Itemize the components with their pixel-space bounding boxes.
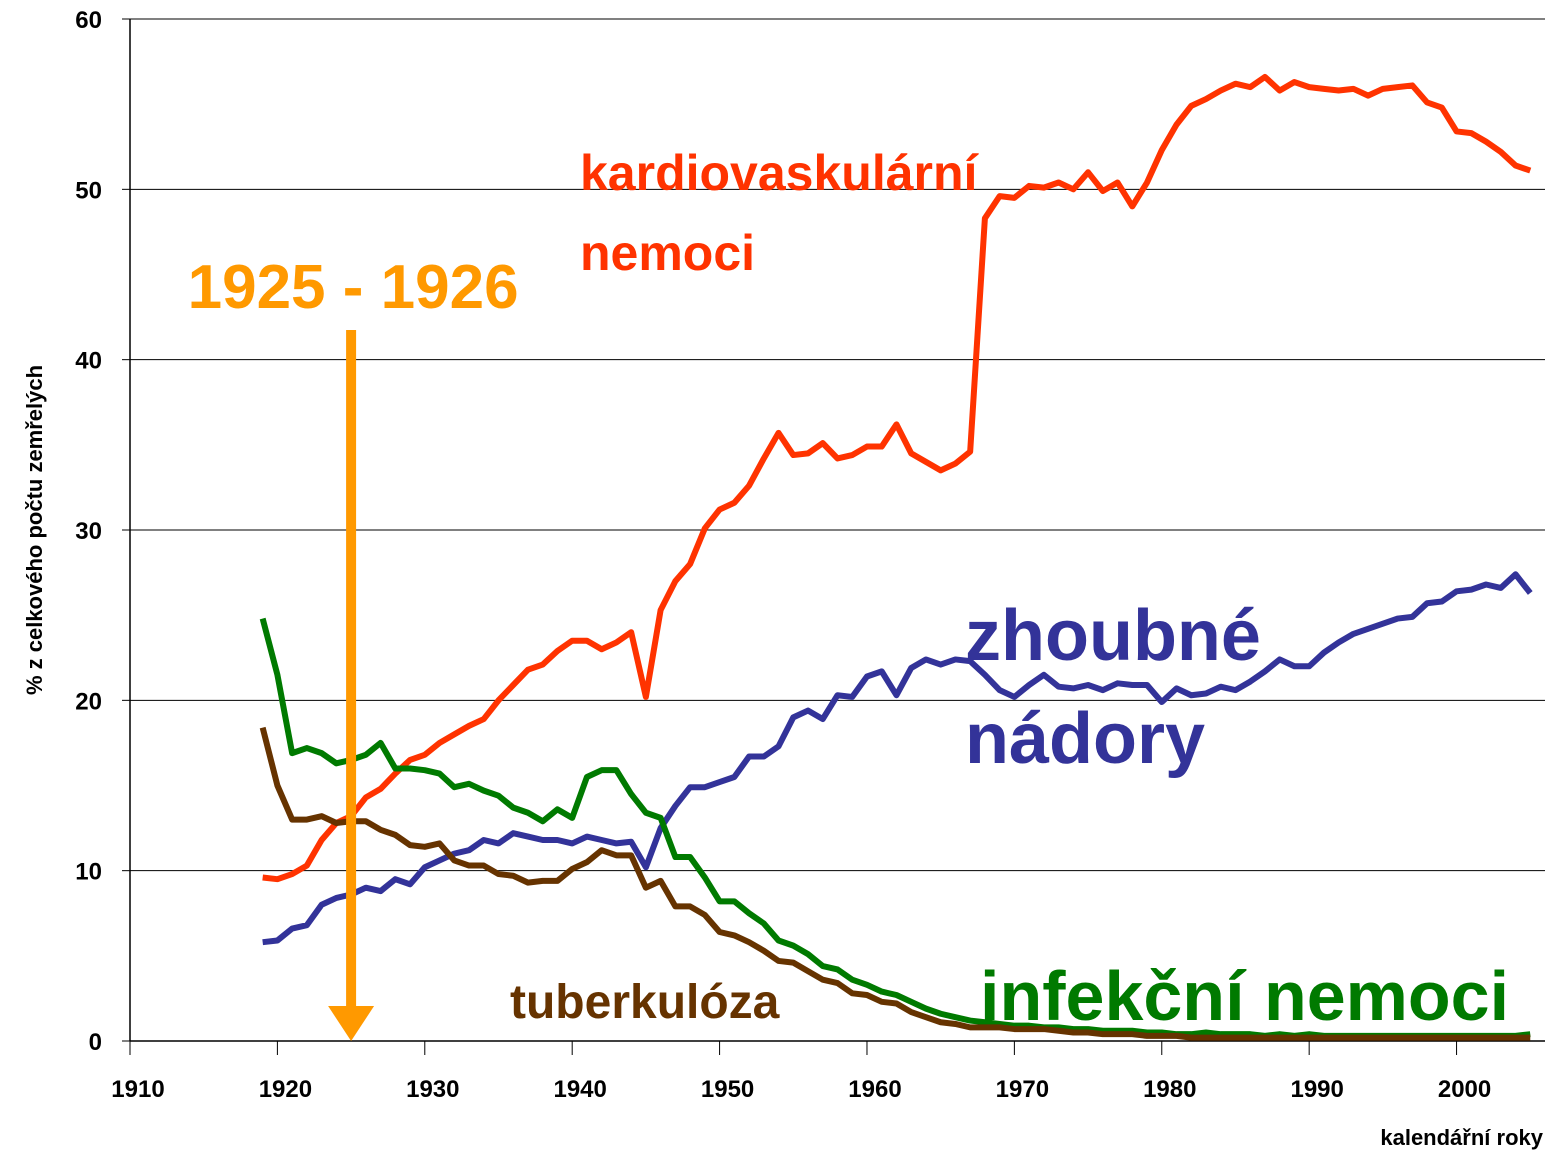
x-tick-label: 1990 xyxy=(1290,1076,1343,1103)
arrow-head xyxy=(328,1006,375,1041)
x-tick-label: 1920 xyxy=(259,1076,312,1103)
series-label: nádory xyxy=(965,699,1205,779)
arrow-label: 1925 - 1926 xyxy=(188,253,519,322)
y-tick-label: 50 xyxy=(75,177,102,204)
y-tick-label: 40 xyxy=(75,348,102,375)
series-line xyxy=(259,726,1531,1041)
series-label: zhoubné xyxy=(965,596,1261,676)
x-tick-label: 1940 xyxy=(553,1076,606,1103)
series-label: tuberkulóza xyxy=(510,976,780,1029)
y-tick-label: 10 xyxy=(75,859,102,886)
x-tick-label: 1910 xyxy=(111,1076,164,1103)
y-tick-label: 60 xyxy=(75,7,102,34)
y-tick-label: 30 xyxy=(75,518,102,545)
x-tick-label: 1950 xyxy=(701,1076,754,1103)
x-tick-label: 1980 xyxy=(1143,1076,1196,1103)
y-tick-label: 0 xyxy=(89,1029,102,1056)
series-label: infekční nemoci xyxy=(980,957,1509,1035)
x-tick-label: 1930 xyxy=(406,1076,459,1103)
series-line xyxy=(262,73,1532,883)
x-tick-label: 1970 xyxy=(996,1076,1049,1103)
series-label: nemoci xyxy=(580,225,755,281)
y-tick-label: 20 xyxy=(75,688,102,715)
x-axis-label: kalendářní roky xyxy=(1380,1125,1543,1150)
series-label: kardiovaskulární xyxy=(580,145,980,201)
x-tick-label: 2000 xyxy=(1438,1076,1491,1103)
x-tick-label: 1960 xyxy=(848,1076,901,1103)
y-axis-label: % z celkového počtu zemřelých xyxy=(22,365,47,695)
series-line xyxy=(262,571,1533,946)
